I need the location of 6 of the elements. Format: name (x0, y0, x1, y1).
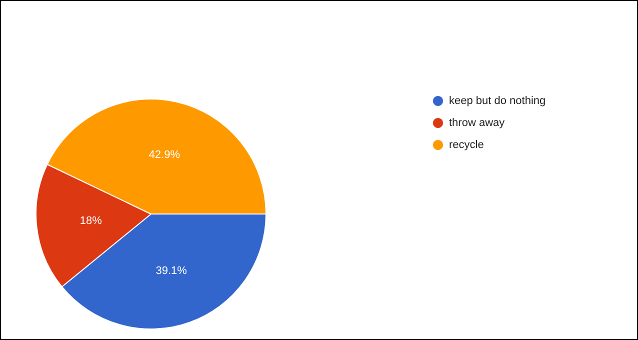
legend-label: throw away (449, 117, 506, 129)
legend-label: keep but do nothing (449, 95, 546, 107)
data-label: 18% (80, 215, 102, 228)
data-label: 42.9% (148, 149, 180, 161)
legend-label: recycle (449, 139, 484, 151)
data-label: 39.1% (156, 264, 188, 277)
